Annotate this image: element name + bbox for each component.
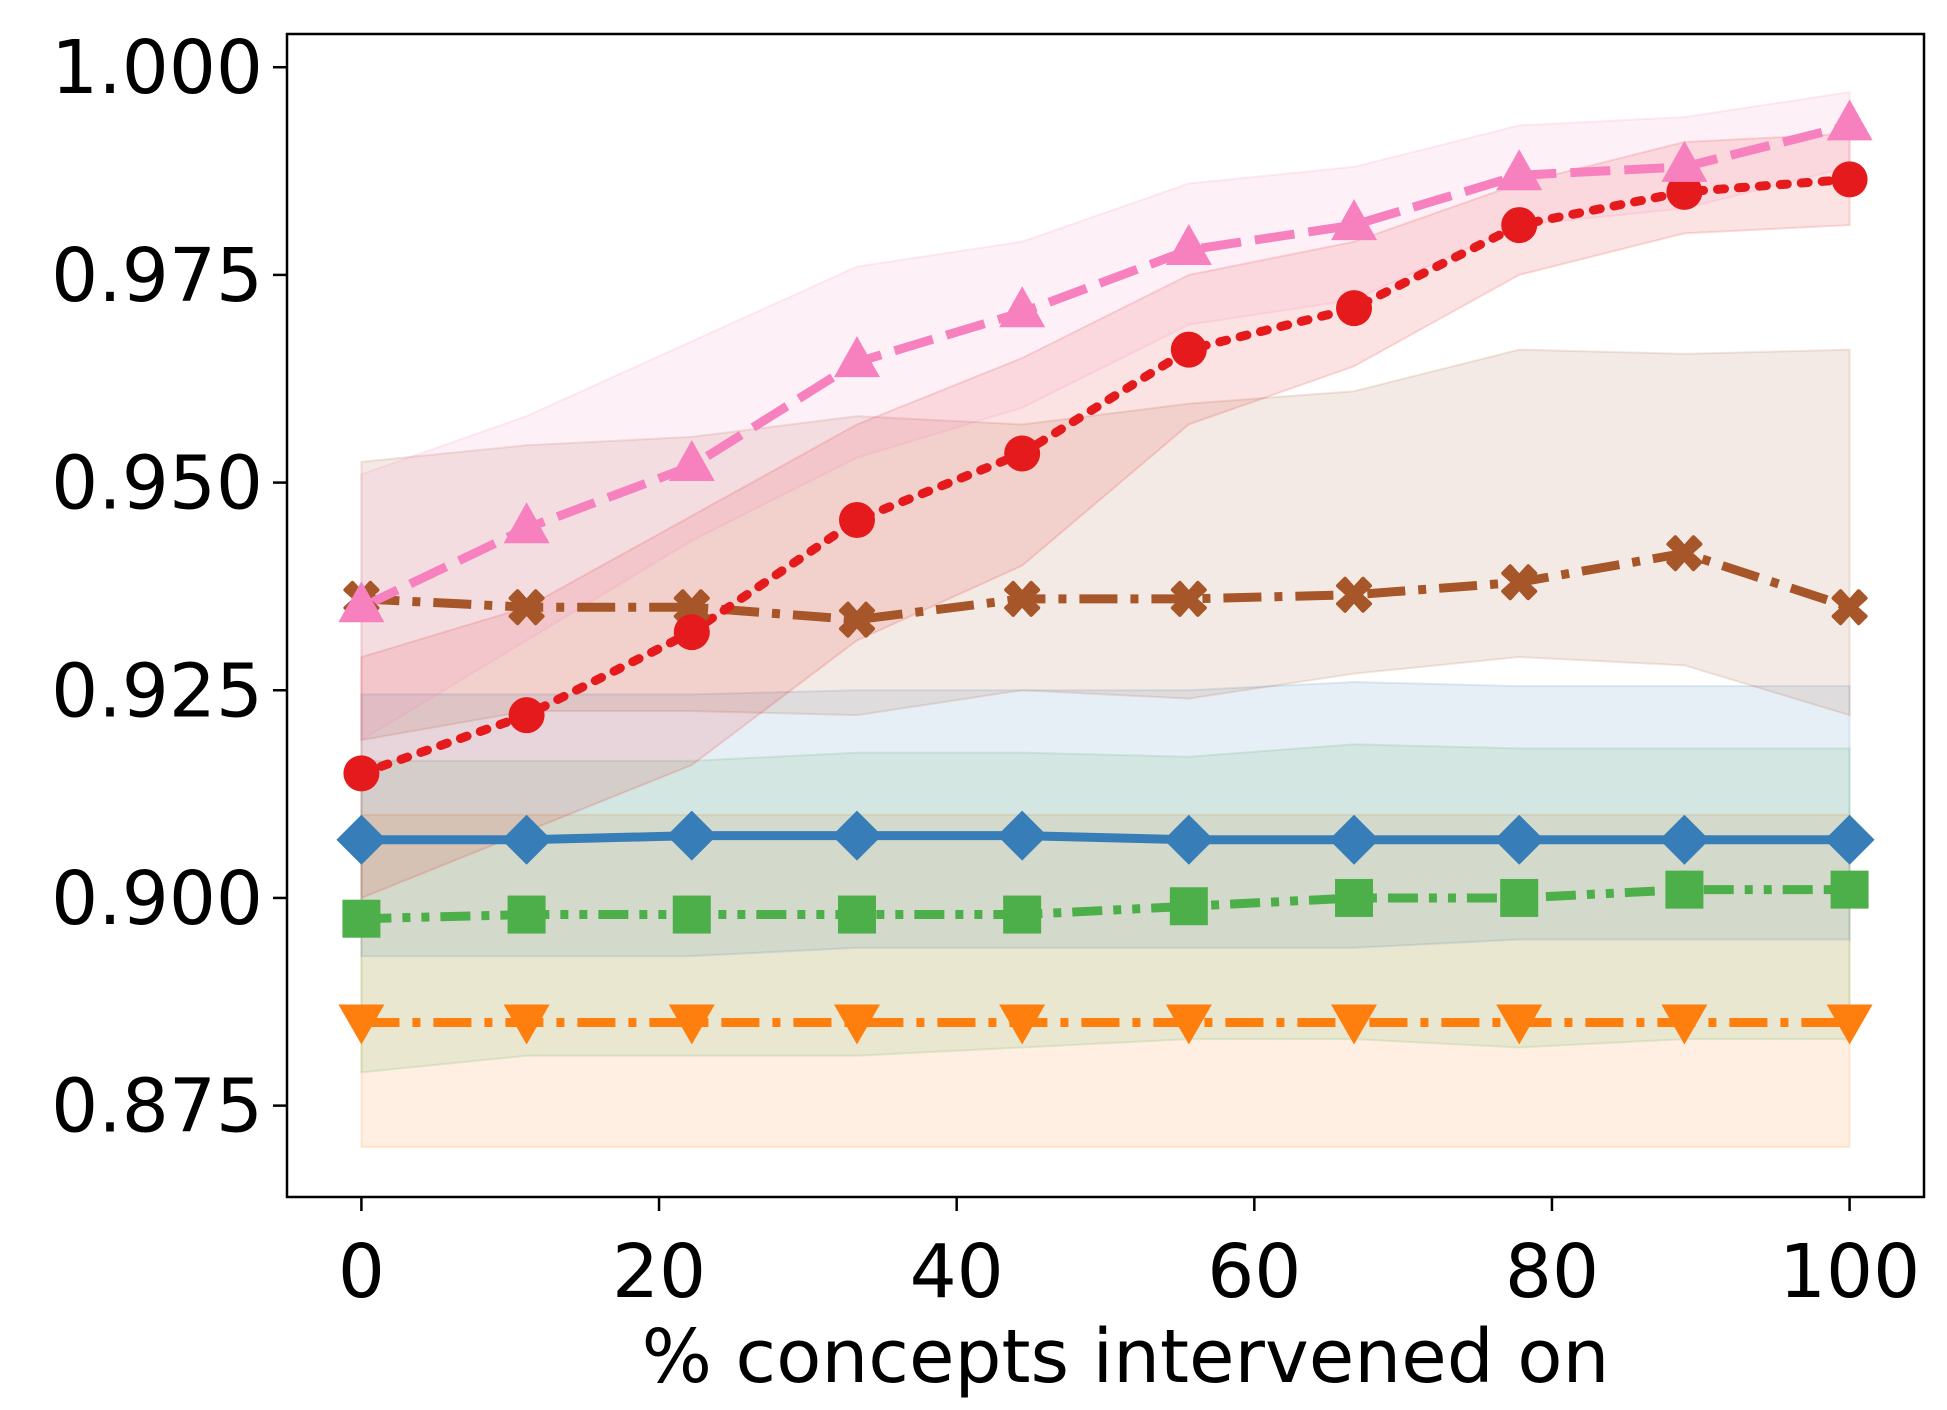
marker-brown <box>1666 535 1703 572</box>
marker-red <box>1501 207 1538 244</box>
series-lines <box>356 121 1855 1028</box>
marker-green <box>1665 870 1704 909</box>
marker-pink <box>1496 149 1543 191</box>
y-tick-label: 0.975 <box>51 233 263 319</box>
marker-green <box>837 895 876 934</box>
marker-brown <box>838 601 875 638</box>
marker-blue <box>1494 814 1545 865</box>
marker-orange <box>1661 1004 1708 1045</box>
y-tick-label: 0.875 <box>51 1064 263 1150</box>
marker-pink <box>999 286 1046 328</box>
marker-green <box>1003 895 1042 934</box>
band-blue <box>360 680 1851 958</box>
marker-red <box>1004 435 1041 472</box>
marker-brown <box>508 589 545 626</box>
marker-green <box>672 895 711 934</box>
marker-green <box>1830 870 1869 909</box>
marker-orange <box>999 1004 1046 1045</box>
y-tick-label: 0.900 <box>51 856 263 942</box>
marker-blue <box>831 810 882 861</box>
marker-orange <box>1331 1004 1378 1045</box>
x-tick-label: 80 <box>1505 1229 1599 1315</box>
y-tick-label: 0.950 <box>51 441 263 527</box>
marker-red <box>1170 331 1207 368</box>
marker-brown <box>1170 580 1207 617</box>
marker-red <box>838 501 875 538</box>
marker-red <box>1831 161 1868 198</box>
line-blue <box>361 831 1850 845</box>
marker-green <box>1500 878 1539 917</box>
marker-pink <box>1331 199 1378 241</box>
marker-orange <box>503 1004 550 1045</box>
marker-green <box>342 899 381 938</box>
marker-red <box>343 755 380 792</box>
line-red <box>356 174 1855 778</box>
marker-brown <box>1501 564 1538 601</box>
marker-green <box>507 895 546 934</box>
marker-blue <box>336 814 387 865</box>
marker-orange <box>338 1004 385 1045</box>
marker-blue <box>666 810 717 861</box>
marker-orange <box>1165 1004 1212 1045</box>
marker-pink <box>833 336 880 378</box>
y-tick-label: 0.925 <box>51 648 263 734</box>
line-pink <box>359 121 1851 612</box>
line-brown <box>361 548 1851 625</box>
marker-pink <box>1826 99 1873 141</box>
marker-brown <box>1004 580 1041 617</box>
marker-green <box>1335 878 1374 917</box>
marker-pink <box>503 502 550 544</box>
marker-green <box>1169 887 1208 926</box>
marker-red <box>1336 290 1373 327</box>
marker-pink <box>668 439 715 481</box>
plot-frame <box>285 32 1926 1199</box>
marker-red <box>1666 173 1703 210</box>
y-axis: 0.875 0.900 0.925 0.950 0.975 1.000 <box>51 25 287 1150</box>
marker-blue <box>997 810 1048 861</box>
x-tick-label: 60 <box>1207 1229 1301 1315</box>
marker-orange <box>1496 1004 1543 1045</box>
x-axis: 0 20 40 60 80 100 <box>338 1197 1920 1315</box>
x-tick-label: 0 <box>338 1229 385 1315</box>
band-red <box>360 132 1851 900</box>
confidence-bands <box>360 90 1851 1149</box>
marker-brown <box>1831 589 1868 626</box>
marker-blue <box>501 814 552 865</box>
marker-red <box>508 697 545 734</box>
x-tick-label: 20 <box>612 1229 706 1315</box>
marker-brown <box>1336 576 1373 613</box>
marker-blue <box>1329 814 1380 865</box>
marker-blue <box>1824 814 1875 865</box>
series-markers <box>336 99 1875 1045</box>
marker-blue <box>1659 814 1710 865</box>
x-tick-label: 40 <box>910 1229 1004 1315</box>
marker-brown <box>673 589 710 626</box>
line-green <box>361 885 1850 924</box>
x-tick-label: 100 <box>1779 1229 1920 1315</box>
marker-red <box>673 614 710 651</box>
marker-orange <box>1826 1004 1873 1045</box>
band-brown <box>360 348 1851 742</box>
x-axis-label: % concepts intervened on <box>642 1314 1610 1400</box>
marker-pink <box>1165 223 1212 265</box>
marker-orange <box>668 1004 715 1045</box>
marker-blue <box>1163 814 1214 865</box>
marker-pink <box>1661 140 1708 182</box>
marker-pink <box>338 581 385 623</box>
y-tick-label: 1.000 <box>51 25 263 111</box>
marker-orange <box>833 1004 880 1045</box>
